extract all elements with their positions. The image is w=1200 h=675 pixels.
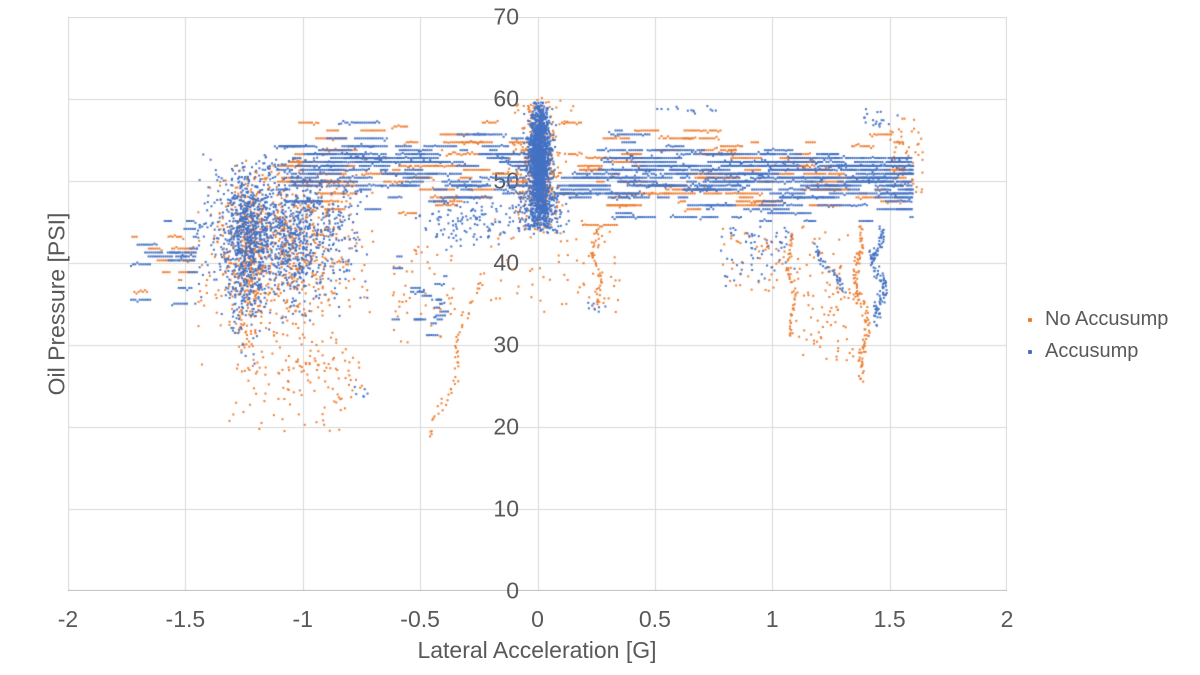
x-tick-label: 1 <box>765 606 779 632</box>
y-axis-title: Oil Pressure [PSI] <box>43 212 70 396</box>
legend-item-accusump: Accusump <box>1028 340 1168 363</box>
x-tick-label: -1 <box>292 606 313 632</box>
x-tick-label: 2 <box>1000 606 1014 632</box>
scatter-points-canvas <box>68 17 1007 591</box>
legend-marker-no-accusump-icon <box>1028 317 1032 322</box>
legend-marker-accusump-icon <box>1028 349 1032 354</box>
plot-area <box>68 17 1007 591</box>
x-tick-label: -2 <box>57 606 79 632</box>
legend-label-accusump: Accusump <box>1045 340 1139 362</box>
x-tick-label: 1.5 <box>873 606 906 632</box>
x-tick-label: -0.5 <box>400 606 440 632</box>
x-axis-title: Lateral Acceleration [G] <box>417 637 657 663</box>
legend: No Accusump Accusump <box>1028 308 1168 363</box>
x-tick-label: -1.5 <box>165 606 206 632</box>
legend-label-no-accusump: No Accusump <box>1045 308 1169 330</box>
x-tick-label: 0 <box>531 606 544 632</box>
x-tick-label: 0.5 <box>638 606 671 632</box>
legend-item-no-accusump: No Accusump <box>1028 308 1168 331</box>
